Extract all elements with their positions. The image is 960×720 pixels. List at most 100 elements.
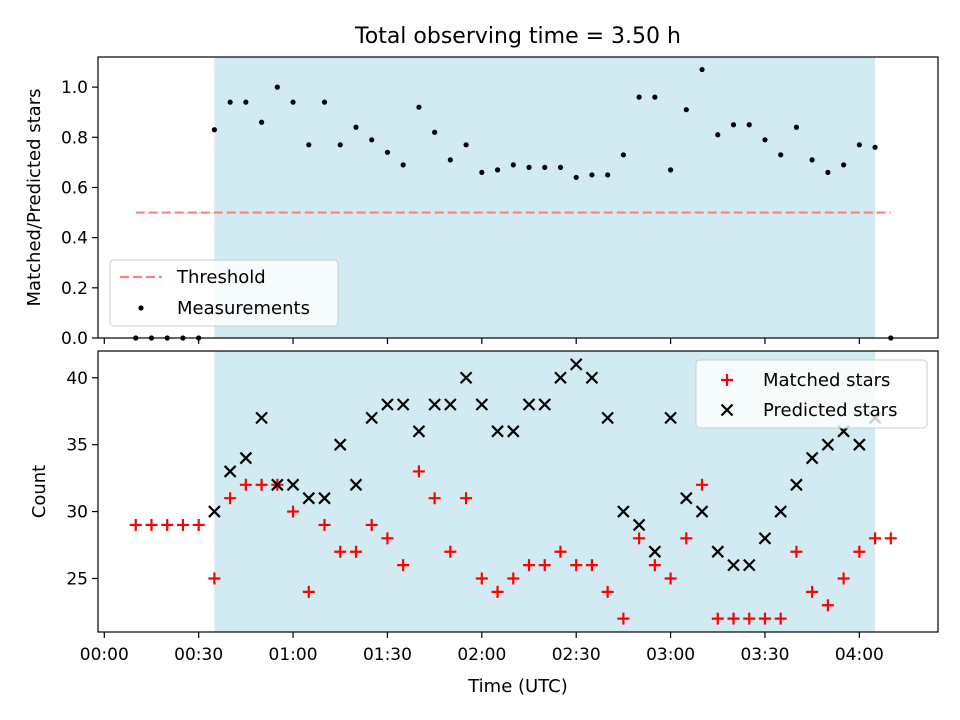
- measurement-point: [353, 124, 359, 130]
- y-tick-label: 0.8: [61, 128, 88, 148]
- matched-stars-marker: [523, 559, 536, 572]
- legend-label-predicted: Predicted stars: [763, 400, 897, 421]
- predicted-stars-marker: [664, 411, 677, 425]
- matched-stars-marker: [318, 518, 331, 531]
- measurement-point: [730, 122, 737, 128]
- matched-stars-marker: [837, 572, 850, 585]
- measurement-point: [557, 164, 564, 170]
- matched-stars-marker: [192, 518, 205, 531]
- predicted-stars-marker: [632, 518, 646, 532]
- y-tick-label: 0.0: [61, 329, 88, 349]
- predicted-stars-marker: [365, 411, 378, 425]
- matched-stars-marker: [853, 545, 866, 558]
- ratio-panel: 0.0 0.2 0.4 0.6 0.8 1.0 Matched/Predicted star…: [24, 56, 939, 349]
- matched-stars-marker: [727, 612, 740, 625]
- predicted-stars-marker: [381, 398, 394, 411]
- predicted-stars-marker: [349, 478, 363, 492]
- matched-stars-marker: [507, 572, 520, 585]
- matched-stars-marker: [884, 532, 897, 545]
- measurement-point: [699, 66, 705, 73]
- measurement-point: [227, 99, 233, 105]
- y-tick-label: 30: [66, 503, 88, 523]
- matched-stars-marker: [758, 612, 771, 625]
- predicted-stars-marker: [459, 371, 473, 385]
- measurement-point: [369, 137, 375, 143]
- matched-stars-marker: [381, 532, 394, 545]
- matched-stars-marker: [869, 532, 882, 545]
- matched-stars-marker: [491, 585, 504, 598]
- legend-matched-swatch: [721, 374, 733, 386]
- measurement-point: [243, 99, 249, 105]
- measurement-point: [306, 142, 312, 148]
- matched-stars-marker: [460, 492, 473, 505]
- predicted-stars-marker: [569, 358, 583, 371]
- matched-stars-marker: [397, 559, 410, 572]
- measurement-point: [746, 122, 752, 128]
- predicted-stars-marker: [491, 425, 504, 438]
- plot-frame: [97, 350, 939, 633]
- measurement-point: [825, 169, 831, 176]
- matched-stars-marker: [774, 612, 787, 625]
- matched-stars-marker: [444, 545, 457, 558]
- matched-stars-marker: [365, 518, 378, 531]
- chart-title: Total observing time = 3.50 h: [354, 24, 681, 49]
- matched-stars-marker: [538, 559, 551, 572]
- matched-stars-marker: [349, 545, 362, 558]
- matched-stars-marker: [696, 478, 709, 491]
- matched-stars-marker: [412, 465, 425, 478]
- predicted-stars-marker: [790, 478, 803, 492]
- x-axis-label: Time (UTC): [467, 676, 568, 697]
- matched-stars-marker: [617, 612, 630, 625]
- x-tick-label: 00:30: [174, 645, 223, 665]
- measurement-point: [337, 142, 343, 148]
- matched-stars-marker: [176, 518, 189, 531]
- measurement-point: [620, 152, 626, 158]
- predicted-stars-marker: [821, 438, 835, 451]
- predicted-stars-marker: [727, 558, 740, 572]
- matched-stars-marker: [648, 559, 661, 572]
- matched-stars-marker: [633, 532, 646, 545]
- matched-stars-marker: [161, 518, 174, 531]
- matched-stars-marker: [129, 518, 142, 531]
- matched-stars-marker: [302, 585, 315, 598]
- legend-measurement-swatch: [138, 305, 144, 311]
- predicted-stars-marker: [302, 491, 316, 505]
- measurement-point: [290, 99, 296, 105]
- predicted-stars-marker: [475, 398, 489, 411]
- measurement-point: [762, 137, 768, 143]
- predicted-stars-marker: [853, 438, 866, 451]
- matched-stars-marker: [743, 612, 756, 625]
- predicted-stars-marker: [805, 451, 819, 465]
- y-tick-label: 0.4: [61, 229, 88, 249]
- predicted-stars-marker: [286, 478, 300, 492]
- measurement-point: [605, 172, 611, 178]
- measurement-point: [384, 149, 391, 155]
- measurement-point: [510, 162, 516, 168]
- matched-stars-marker: [554, 545, 567, 558]
- measurement-point: [856, 142, 862, 148]
- predicted-stars-marker: [680, 491, 693, 505]
- x-tick-label: 04:00: [835, 645, 884, 665]
- legend-box: [109, 259, 339, 327]
- predicted-stars-marker: [695, 505, 709, 518]
- predicted-stars-marker: [585, 371, 599, 385]
- predicted-stars-marker: [444, 398, 457, 411]
- x-tick-label: 03:30: [740, 645, 789, 665]
- x-tick-label: 03:00: [646, 645, 695, 665]
- measurement-point: [416, 104, 422, 110]
- predicted-stars-marker: [554, 371, 567, 385]
- matched-stars-marker: [585, 559, 598, 572]
- predicted-stars-marker: [208, 505, 221, 518]
- matched-stars-marker: [664, 572, 677, 585]
- x-tick-label: 01:00: [269, 645, 318, 665]
- predicted-stars-marker: [318, 491, 331, 505]
- legend-label-threshold: Threshold: [176, 267, 266, 288]
- predicted-stars-marker: [333, 438, 347, 451]
- predicted-stars-marker: [396, 398, 410, 411]
- measurement-point: [432, 129, 438, 135]
- y-tick-label: 40: [66, 369, 88, 389]
- measurement-point: [400, 162, 406, 168]
- matched-stars-marker: [334, 545, 347, 558]
- measurement-point: [778, 152, 784, 158]
- predicted-stars-marker: [774, 505, 787, 518]
